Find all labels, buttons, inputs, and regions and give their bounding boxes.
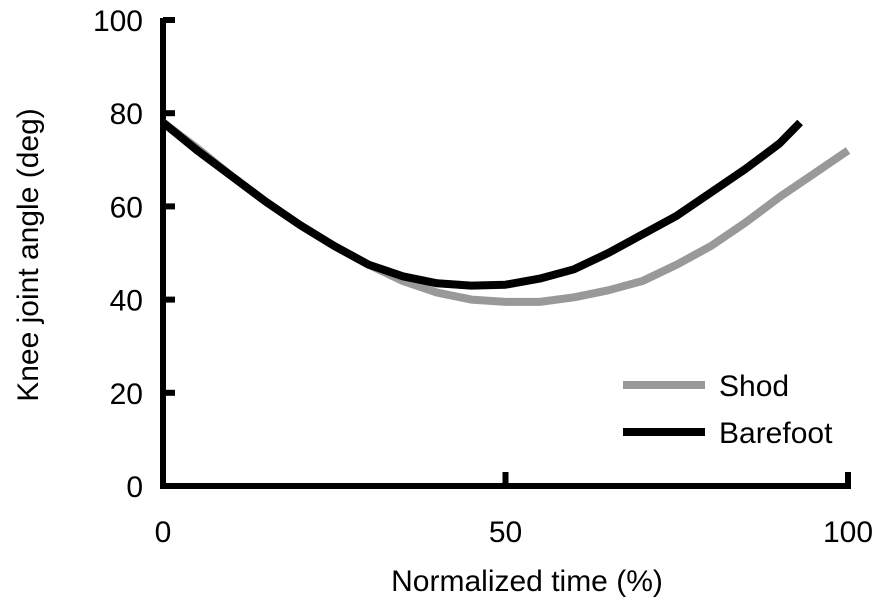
x-tick-label: 0 xyxy=(155,516,172,549)
y-tick-label: 20 xyxy=(110,378,143,411)
axes: 0 20 40 60 80 100 0 50 100 xyxy=(93,5,873,549)
legend-label-barefoot: Barefoot xyxy=(719,417,833,450)
y-axis-title: Knee joint angle (deg) xyxy=(12,108,45,402)
x-axis-title: Normalized time (%) xyxy=(391,565,663,598)
series-line-shod xyxy=(160,119,851,306)
y-tick-label: 80 xyxy=(110,98,143,131)
y-tick-label: 0 xyxy=(126,471,143,504)
y-tick-label: 100 xyxy=(93,5,143,38)
x-tick-label: 50 xyxy=(489,516,522,549)
series-lines xyxy=(160,119,851,306)
legend-label-shod: Shod xyxy=(719,370,789,403)
y-tick-label: 60 xyxy=(110,191,143,224)
x-tick-label: 100 xyxy=(823,516,873,549)
y-tick-label: 40 xyxy=(110,285,143,318)
legend: Shod Barefoot xyxy=(623,370,833,450)
series-line-barefoot xyxy=(160,119,803,290)
